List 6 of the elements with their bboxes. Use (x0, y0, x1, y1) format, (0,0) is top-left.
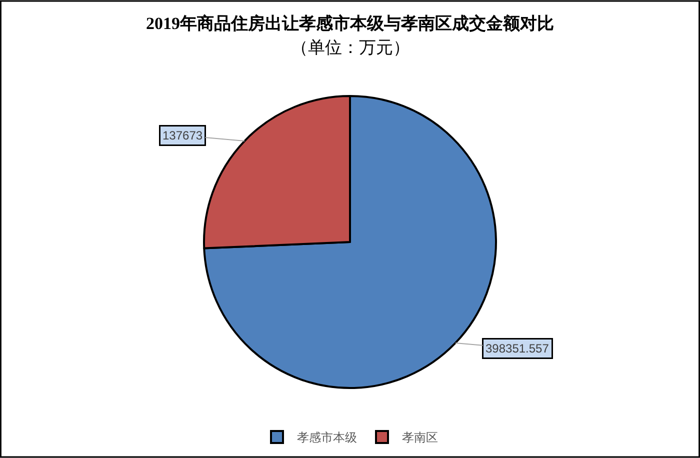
data-label: 137673 (162, 128, 203, 142)
data-label: 398351.557 (486, 342, 550, 356)
chart-subtitle: （单位：万元） (291, 38, 410, 57)
chart-title: 2019年商品住房出让孝感市本级与孝南区成交金额对比 (146, 14, 554, 33)
legend-label: 孝南区 (402, 430, 438, 445)
legend-label: 孝感市本级 (297, 430, 357, 445)
